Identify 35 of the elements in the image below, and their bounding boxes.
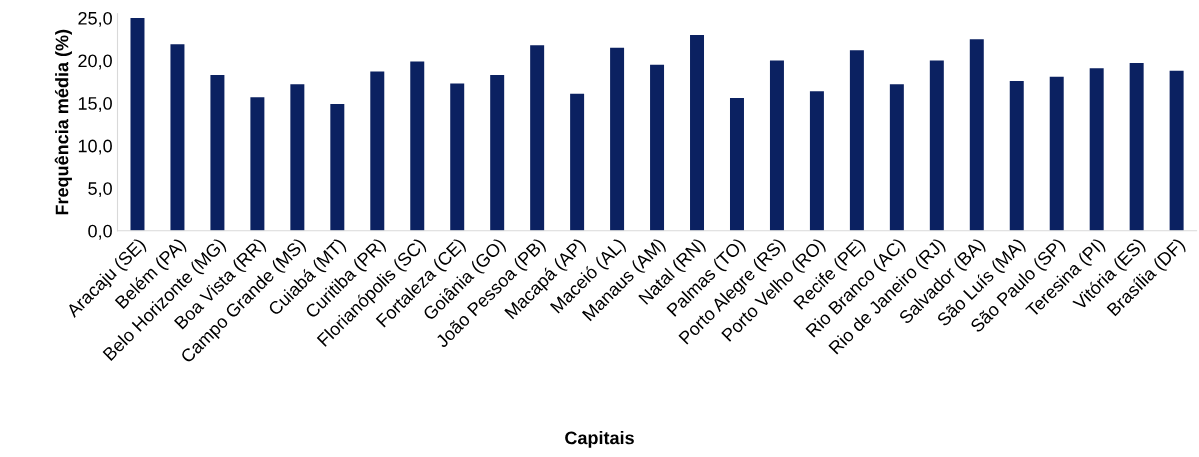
- bar: [370, 71, 385, 231]
- y-tick-label: 10,0: [78, 139, 112, 155]
- y-tick-label: 15,0: [78, 97, 112, 112]
- bar: [969, 39, 984, 231]
- x-axis-title: Capitais: [565, 431, 634, 448]
- bar: [330, 103, 345, 231]
- bar: [690, 34, 705, 231]
- bar: [450, 83, 465, 231]
- bar: [610, 47, 625, 231]
- bar: [130, 17, 145, 231]
- y-tick-label: 5,0: [88, 182, 112, 198]
- bar: [1049, 76, 1064, 231]
- bar: [530, 45, 545, 231]
- bar: [250, 97, 265, 231]
- bar: [1009, 80, 1024, 231]
- bar: [849, 50, 864, 231]
- bar: [650, 64, 665, 231]
- bar: [1169, 70, 1184, 231]
- bar: [570, 93, 585, 231]
- y-tick-label: 20,0: [78, 54, 112, 70]
- bar: [729, 97, 744, 231]
- bar: [290, 84, 305, 231]
- bar: [809, 91, 824, 231]
- bar: [1089, 68, 1104, 231]
- bar: [889, 84, 904, 231]
- y-tick-label: 25,0: [78, 11, 112, 27]
- bar: [769, 60, 784, 231]
- bar: [410, 61, 425, 231]
- bar: [170, 44, 185, 231]
- y-axis-title: Frequência média (%): [54, 29, 72, 215]
- bar: [1129, 63, 1144, 231]
- bar: [210, 75, 225, 231]
- bar: [490, 75, 505, 231]
- y-tick-label: 0,0: [88, 224, 112, 240]
- bar: [929, 60, 944, 231]
